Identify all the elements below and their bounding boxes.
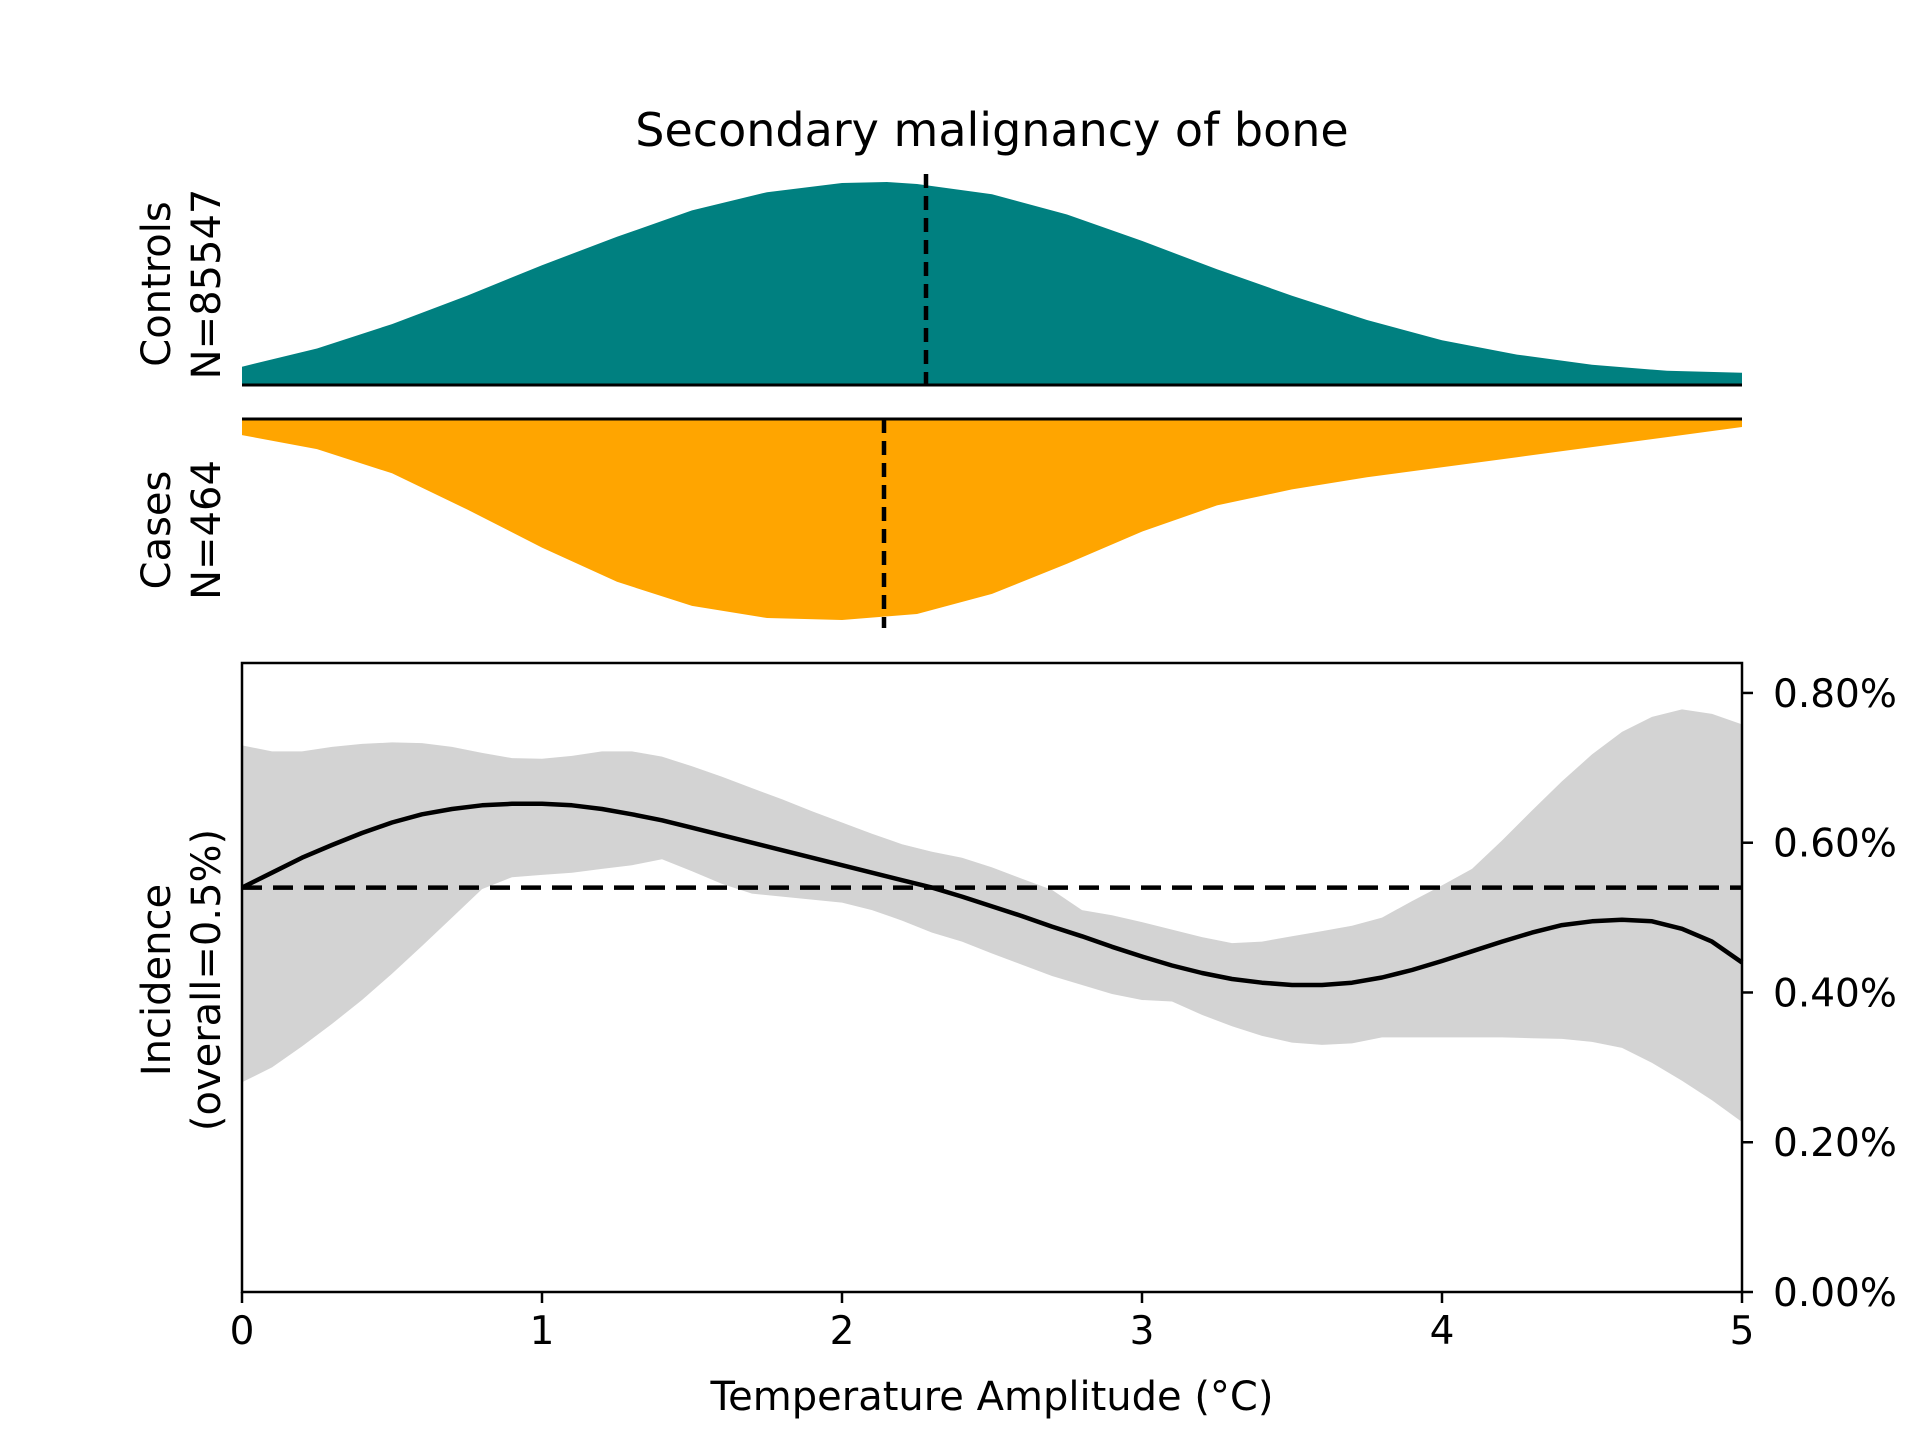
controls-density-panel: Controls N=85547 [134,174,1742,387]
plot-frame [240,661,1744,1294]
confidence-band [242,709,1742,1122]
y-axis-label-overall: (overall=0.5%) [184,829,230,1131]
x-tick-label: 3 [1130,1309,1155,1354]
controls-density-area [242,182,1742,385]
y-axis-ticks: 0.00% 0.20% 0.40% 0.60% 0.80% [1742,672,1897,1316]
x-tick-label: 0 [230,1309,255,1354]
controls-label: Controls [134,201,180,366]
x-tick-label: 4 [1430,1309,1455,1354]
y-tick-label: 0.80% [1773,672,1897,717]
incidence-estimate-line [240,801,1744,988]
cases-density-panel: Cases N=464 [134,417,1742,628]
chart-title: Secondary malignancy of bone [635,103,1348,157]
cases-density-area [242,419,1742,620]
x-tick-label: 5 [1730,1309,1755,1354]
x-tick-label: 2 [830,1309,855,1354]
incidence-panel: 0 1 2 3 4 5 0.00% 0.20% 0.40% 0.60% 0.80% Tempera… [134,661,1897,1420]
x-axis-ticks: 0 1 2 3 4 5 [230,1292,1755,1354]
cases-label: Cases [134,471,180,590]
x-axis-label: Temperature Amplitude (°C) [710,1374,1274,1420]
y-axis-label: Incidence [134,884,180,1076]
controls-count: N=85547 [184,189,230,380]
cases-count: N=464 [184,460,230,600]
y-tick-label: 0.00% [1773,1271,1897,1316]
y-tick-label: 0.60% [1773,822,1897,867]
x-tick-label: 1 [530,1309,555,1354]
y-tick-label: 0.40% [1773,971,1897,1016]
y-tick-label: 0.20% [1773,1121,1897,1166]
